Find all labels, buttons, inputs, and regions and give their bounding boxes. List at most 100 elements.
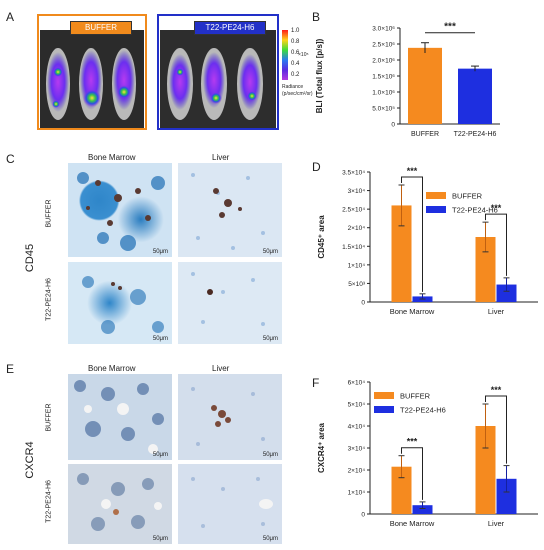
panel-label-d: D	[312, 160, 321, 174]
bar	[458, 68, 492, 124]
cd45-stain-spots	[77, 172, 165, 251]
y-tick-label: 1.5×10⁴	[342, 244, 365, 251]
chart-d-cd45-area: 0 5×10³ 1×10⁴ 1.5×10⁴ 2×10⁴ 2.5×10⁴ 3×10⁴ 3.5×1…	[317, 166, 538, 316]
chart-b-bli-flux: 0 5.0×10⁵ 1.0×10⁶ 1.5×10⁶ 2.0×10⁶ 2.5×10⁶ 3.0×…	[315, 22, 500, 138]
y-axis-label: BLI (Total flux [p/s])	[315, 38, 324, 113]
chart-f-cxcr4-area: 0 1×10⁴ 2×10⁴ 3×10⁴ 4×10⁴ 5×10⁴ 6×10⁴ CXCR4⁺ ar…	[317, 380, 538, 528]
micrograph-cxcr4-bone-marrow-buffer: 50μm	[68, 374, 172, 460]
y-tick-label: 1×10⁴	[348, 262, 366, 269]
scale-bar-label: 50μm	[152, 249, 168, 255]
bar	[391, 205, 412, 302]
col-label-liver-e: Liver	[212, 364, 230, 373]
x-tick-label: T22-PE24-H6	[454, 131, 497, 138]
micrograph-cxcr4-liver-buffer: 50μm	[178, 374, 282, 460]
y-tick-label: 2×10⁴	[348, 225, 366, 232]
significance-label: ***	[407, 166, 418, 176]
y-tick-label: 0	[361, 512, 365, 519]
y-tick-label: 1.0×10⁶	[372, 90, 395, 97]
panel-label-b: B	[312, 10, 321, 24]
bar	[391, 466, 412, 514]
radiance-colorbar: 1.0 0.8 0.6 0.4 0.2 ×10⁵ Radiance (p/sec…	[282, 28, 314, 110]
significance-bracket	[485, 395, 507, 464]
buffer-group-frame	[37, 14, 147, 130]
significance-label: ***	[444, 22, 456, 33]
colorbar-units: (p/sec/cm²/sr)	[282, 91, 313, 97]
cxcr4-bm-buffer-stain	[74, 380, 164, 454]
bli-mice-image	[37, 14, 279, 130]
legend-swatch	[426, 192, 446, 199]
bar	[412, 505, 433, 514]
significance-label: ***	[491, 203, 502, 213]
micrograph-cxcr4-bone-marrow-treated: 50μm	[68, 464, 172, 544]
y-tick-label: 2.5×10⁶	[372, 42, 395, 49]
legend-label: BUFFER	[452, 192, 483, 201]
y-axis-label: CXCR4⁺ area	[317, 422, 326, 473]
significance-bracket	[485, 213, 507, 276]
legend-swatch	[374, 392, 394, 399]
bar	[496, 478, 517, 514]
micrograph-cd45-liver-buffer: 50μm	[178, 163, 282, 257]
colorbar-tick: 0.4	[291, 61, 300, 67]
y-tick-label: 5×10⁴	[348, 402, 366, 409]
x-tick-label: Bone Marrow	[390, 307, 435, 316]
significance-bracket	[401, 176, 423, 292]
x-tick-label: Liver	[488, 307, 505, 316]
cd45-bm-treated-stain	[82, 276, 164, 334]
x-tick-label: Liver	[488, 519, 505, 528]
cd45-liver-treated-stain	[191, 272, 265, 326]
row-label-buffer-e: BUFFER	[45, 403, 53, 432]
legend-swatch	[426, 206, 446, 213]
scale-bar-label: 50μm	[152, 452, 168, 458]
y-tick-label: 5×10³	[348, 281, 366, 288]
cxcr4-liver-buffer-stain	[191, 387, 265, 446]
col-label-bone-marrow-c: Bone Marrow	[88, 153, 136, 162]
colorbar-tick: 0.2	[291, 72, 300, 78]
scale-bar-label: 50μm	[262, 536, 278, 542]
buffer-group-tag: BUFFER	[70, 21, 132, 35]
scale-bar-label: 50μm	[152, 536, 168, 542]
legend-label: T22-PE24-H6	[400, 406, 446, 415]
micrograph-cd45-bone-marrow-treated: 50μm	[68, 262, 172, 344]
micrograph-cd45-bone-marrow-buffer: 50μm	[68, 163, 172, 257]
micrograph-cd45-liver-treated: 50μm	[178, 262, 282, 344]
y-tick-label: 2.0×10⁶	[372, 58, 395, 65]
micrograph-cxcr4-liver-treated: 50μm	[178, 464, 282, 544]
y-tick-label: 0	[391, 122, 395, 129]
significance-bracket	[401, 447, 423, 500]
bli-image-panel: BUFFER T22-PE24-H6	[28, 12, 280, 132]
scale-bar-label: 50μm	[262, 452, 278, 458]
x-tick-label: BUFFER	[411, 131, 439, 138]
y-tick-label: 2.5×10⁴	[342, 207, 365, 214]
row-label-treated-e: T22-PE24-H6	[45, 480, 53, 523]
bar	[496, 284, 517, 302]
col-label-bone-marrow-e: Bone Marrow	[88, 364, 136, 373]
colorbar-tick: 0.8	[291, 39, 300, 45]
y-tick-label: 4×10⁴	[348, 424, 366, 431]
y-tick-label: 3×10⁴	[348, 446, 366, 453]
y-tick-label: 1×10⁴	[348, 490, 366, 497]
row-label-buffer-c: BUFFER	[45, 199, 53, 228]
scale-bar-label: 50μm	[152, 336, 168, 342]
scale-bar-label: 50μm	[262, 249, 278, 255]
panel-label-a: A	[6, 10, 15, 24]
cd45-liver-stain	[191, 173, 265, 250]
colorbar-tick: 1.0	[291, 28, 300, 34]
bar	[475, 237, 496, 302]
colorbar-title: Radiance	[282, 84, 304, 90]
cxcr4-liver-treated-stain	[191, 477, 273, 528]
legend-swatch	[374, 406, 394, 413]
col-label-liver-c: Liver	[212, 153, 230, 162]
panel-label-c: C	[6, 152, 15, 166]
colorbar-gradient	[282, 30, 288, 80]
treated-group-frame	[157, 14, 279, 130]
y-tick-label: 5.0×10⁵	[372, 106, 395, 113]
row-label-treated-c: T22-PE24-H6	[45, 278, 53, 321]
row-label-cd45: CD45	[24, 243, 36, 273]
y-tick-label: 3.0×10⁶	[372, 26, 395, 33]
row-label-cxcr4: CXCR4	[24, 441, 36, 479]
x-tick-label: Bone Marrow	[390, 519, 435, 528]
y-axis-label: CD45⁺ area	[317, 215, 326, 259]
y-tick-label: 2×10⁴	[348, 468, 366, 475]
legend-label: BUFFER	[400, 392, 431, 401]
bar	[475, 426, 496, 514]
